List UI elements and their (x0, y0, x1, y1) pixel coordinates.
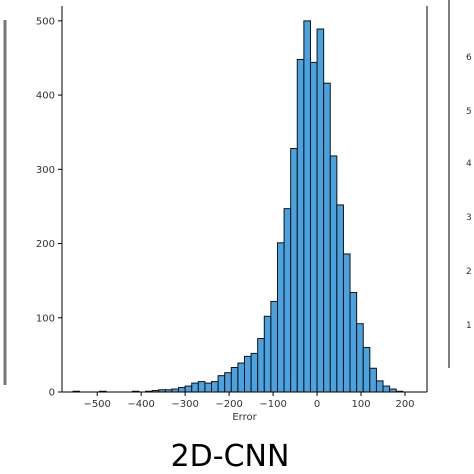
neighbor-tick-label: 2 (466, 267, 472, 277)
y-tick-label: 300 (36, 165, 55, 176)
histogram-bar (382, 385, 391, 393)
y-tick-label: 0 (49, 388, 55, 399)
x-axis-ticks: −500 −400 −300 −200 −100 0 100 200 (83, 392, 415, 410)
histogram-bar (263, 315, 272, 393)
histogram-bars (72, 20, 404, 393)
histogram-bar (323, 82, 331, 393)
histogram-bar (184, 385, 193, 393)
plot-frame (61, 6, 428, 393)
histogram-bar (224, 372, 232, 393)
x-tick-label: 200 (395, 399, 414, 410)
x-tick-label: 0 (314, 399, 320, 410)
histogram-bar (296, 58, 305, 393)
histogram-bar (197, 381, 206, 393)
y-tick-label: 200 (36, 239, 55, 250)
x-tick-label: −400 (127, 399, 154, 410)
histogram-bar (191, 382, 199, 393)
y-tick-label: 500 (36, 16, 55, 27)
panel-caption: 2D-CNN (171, 439, 290, 474)
y-tick-label: 100 (36, 313, 55, 324)
histogram-bar (375, 380, 384, 393)
histogram-bar (217, 375, 226, 393)
histogram-bar (270, 300, 278, 393)
histogram-bar (369, 367, 377, 393)
neighbor-tick-label: 4 (466, 159, 472, 169)
histogram-bar (349, 292, 358, 393)
x-axis-label: Error (232, 412, 257, 423)
histogram-bar (178, 387, 186, 393)
histogram-bar (329, 155, 338, 393)
histogram-bar (204, 382, 213, 393)
x-tick-label: −300 (171, 399, 198, 410)
histogram-bar (211, 381, 219, 393)
y-axis-ticks: 0 100 200 300 400 500 (36, 16, 62, 399)
histogram-bar (290, 148, 298, 393)
histogram-bar (230, 367, 239, 393)
histogram-bar (336, 204, 344, 393)
neighbor-tick-label: 1 (466, 321, 472, 331)
histogram-bar (257, 338, 265, 393)
x-tick-label: −200 (215, 399, 242, 410)
histogram-bar (283, 208, 292, 393)
histogram-bar (362, 346, 371, 393)
neighbor-tick-label: 5 (466, 107, 472, 117)
histogram-bar (237, 362, 245, 393)
histogram-bar (244, 355, 252, 393)
histogram-bar (276, 242, 285, 393)
histogram-bar (309, 61, 318, 393)
neighbor-tick-label: 6 (466, 53, 472, 63)
histogram-bar (342, 253, 351, 393)
histogram-bar (303, 20, 311, 393)
neighbor-tick-label: 3 (466, 213, 472, 223)
x-tick-label: −100 (259, 399, 286, 410)
histogram-bar (356, 323, 364, 393)
x-tick-label: −500 (83, 399, 110, 410)
x-tick-label: 100 (351, 399, 370, 410)
right-neighbor-tick-labels: 6 5 4 3 2 1 (466, 53, 472, 331)
histogram-bar (316, 28, 325, 393)
histogram-bar (250, 352, 259, 393)
y-tick-label: 400 (36, 91, 55, 102)
